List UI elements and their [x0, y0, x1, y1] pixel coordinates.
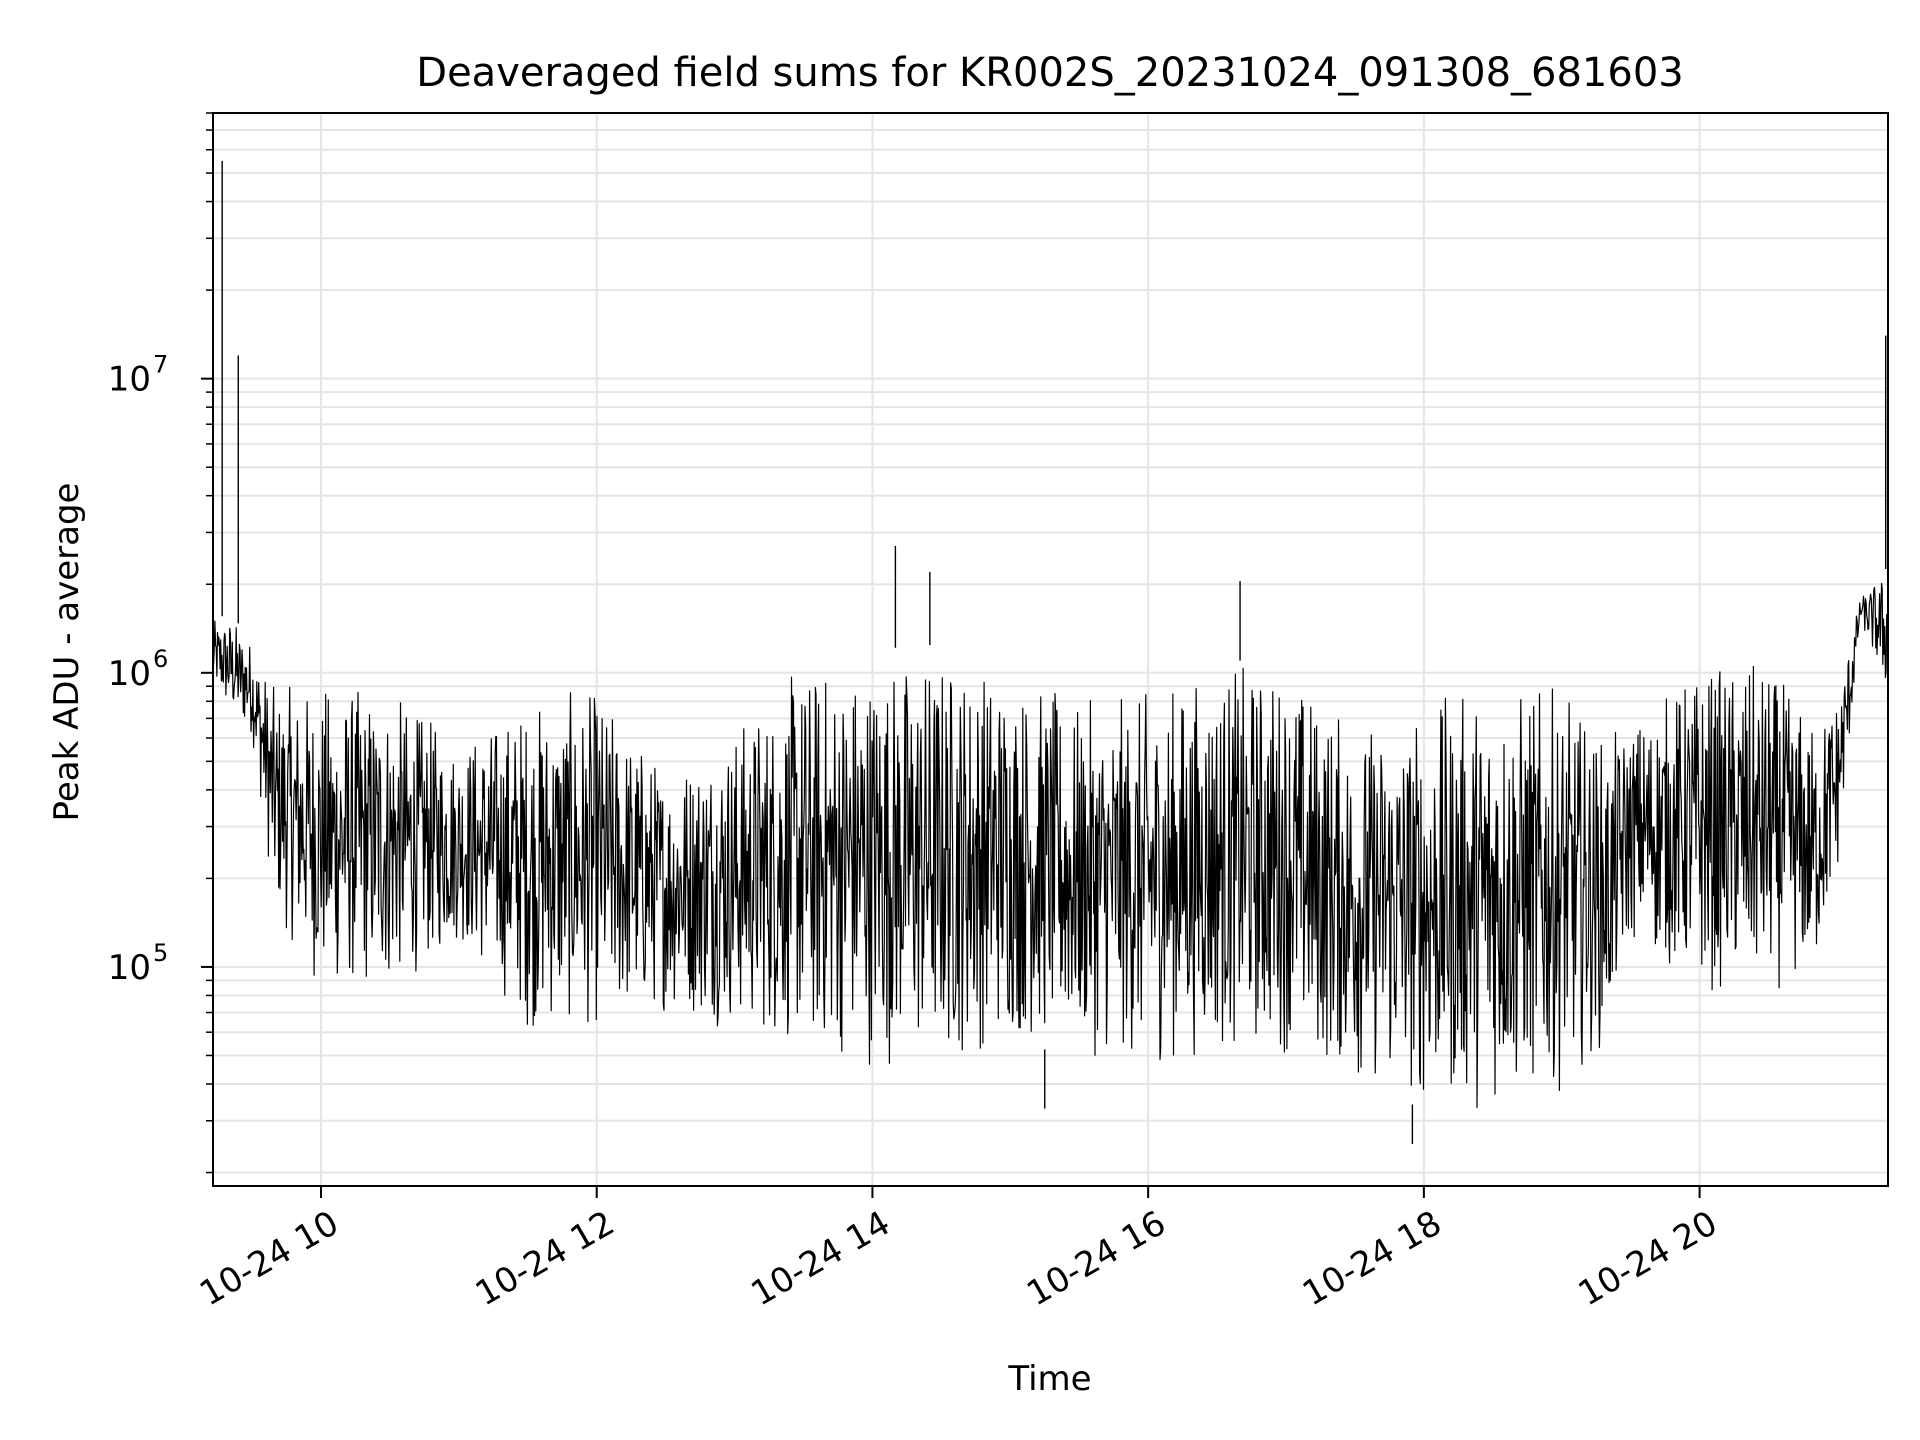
- y-tick-exponent: 7: [153, 351, 168, 379]
- y-tick-base: 10: [108, 654, 151, 694]
- y-tick-label: 10 7: [108, 351, 169, 400]
- x-axis-label: Time: [1007, 1359, 1091, 1399]
- series-layer: [212, 160, 1889, 1145]
- y-tick-base: 10: [108, 948, 151, 988]
- y-tick-exponent: 5: [153, 939, 168, 967]
- y-tick-exponent: 6: [153, 645, 168, 673]
- y-tick-base: 10: [108, 360, 151, 400]
- y-tick-label: 10 6: [108, 645, 169, 694]
- plot-area-frame: [212, 112, 1889, 1187]
- y-axis-label: Peak ADU - average: [47, 483, 87, 822]
- series-line: [212, 582, 1889, 1108]
- y-tick-label: 10 5: [108, 939, 169, 988]
- chart-title: Deaveraged field sums for KR002S_2023102…: [416, 50, 1683, 96]
